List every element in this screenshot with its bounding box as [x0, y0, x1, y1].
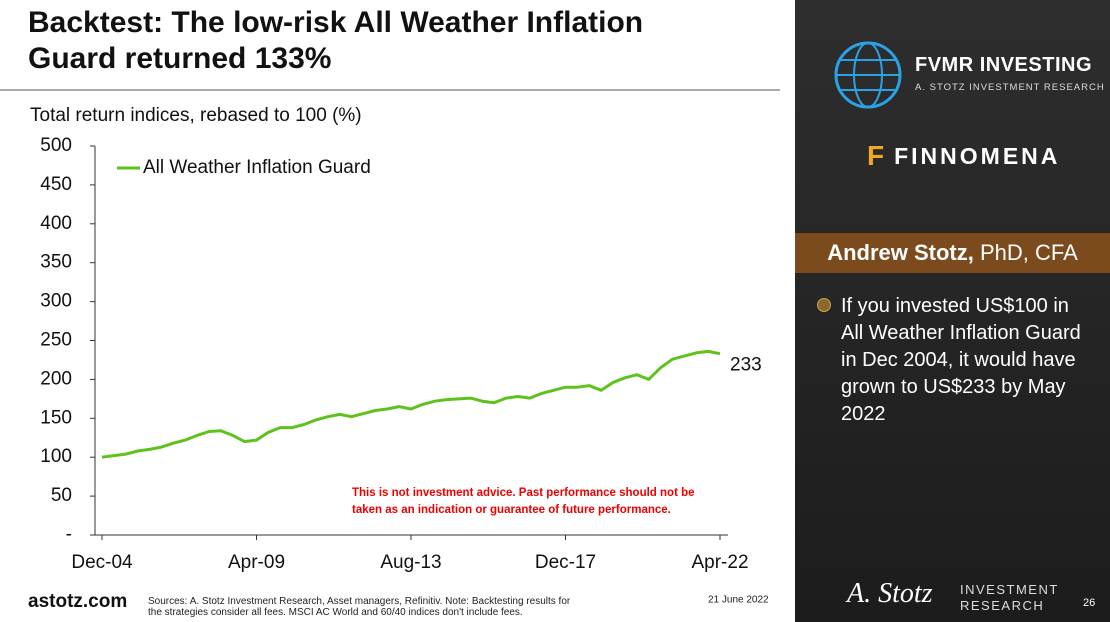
y-tick-label: 500	[40, 135, 72, 156]
sidebar: FVMR INVESTING A. STOTZ INVESTMENT RESEA…	[795, 0, 1110, 622]
y-tick-label: 50	[51, 485, 72, 506]
x-tick-label: Aug-13	[380, 552, 441, 573]
x-tick-label: Dec-17	[535, 552, 596, 573]
y-tick-label: 200	[40, 368, 72, 389]
x-tick-label: Apr-22	[691, 552, 748, 573]
y-tick-label: -	[66, 524, 72, 545]
legend-label: All Weather Inflation Guard	[143, 157, 371, 178]
x-tick-label: Dec-04	[71, 552, 133, 573]
partner-name: FINNOMENA	[894, 142, 1061, 169]
footer-date: 21 June 2022	[708, 595, 769, 606]
chart-title: Backtest: The low-risk All Weather Infla…	[28, 6, 643, 75]
chart: Backtest: The low-risk All Weather Infla…	[0, 6, 780, 618]
brand: FVMR INVESTING	[915, 54, 1093, 76]
subtitle: Total return indices, rebased to 100 (%)	[30, 105, 362, 126]
author-bar: Andrew Stotz, PhD, CFA	[795, 233, 1110, 273]
y-tick-label: 150	[40, 407, 72, 428]
y-tick-label: 450	[40, 174, 72, 195]
globe-icon	[834, 41, 902, 109]
partner: F FINNOMENA	[867, 140, 1060, 172]
signature: A. Stotz	[847, 578, 933, 609]
partner-mark: F	[867, 140, 885, 171]
bullet-text: If you invested US$100 in All Weather In…	[841, 295, 1081, 425]
footer-sources: Sources: A. Stotz Investment Research, A…	[148, 596, 571, 618]
y-tick-label: 300	[40, 291, 72, 312]
bullet-dot	[817, 298, 831, 312]
page-number: 26	[1083, 597, 1096, 609]
footer-site: astotz.com	[28, 591, 127, 612]
series-line	[101, 349, 721, 459]
y-tick-label: 100	[40, 446, 72, 467]
logo-text: INVESTMENT RESEARCH	[960, 582, 1059, 613]
y-tick-label: 400	[40, 213, 72, 234]
y-tick-label: 350	[40, 252, 72, 273]
brand-sub: A. STOTZ INVESTMENT RESEARCH	[915, 82, 1105, 93]
y-tick-label: 250	[40, 330, 72, 351]
author-name: Andrew Stotz,	[827, 240, 974, 265]
x-tick-label: Apr-09	[228, 552, 285, 573]
annotation: This is not investment advice. Past perf…	[352, 487, 695, 516]
author-credentials: PhD, CFA	[979, 240, 1078, 265]
data-label: 233	[730, 355, 762, 376]
